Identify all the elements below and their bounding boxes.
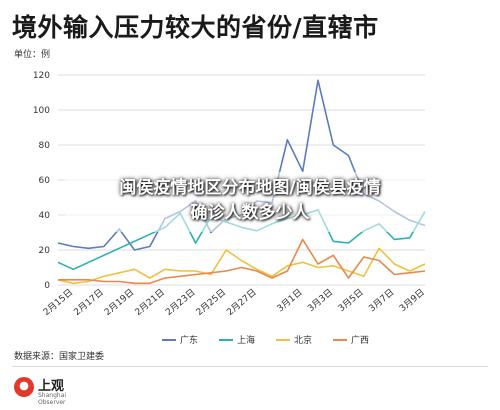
headline-text: 闽侯疫情地区分布地图/闽侯县疫情 确诊人数多少人 (65, 176, 435, 226)
legend: 广东 上海 北京 广西 (162, 334, 369, 346)
y-tick-label: 120 (33, 71, 50, 81)
x-tick-label: 3月3日 (306, 287, 336, 314)
x-tick-label: 3月1日 (275, 287, 305, 314)
y-tick-label: 80 (39, 141, 51, 151)
x-tick-label: 3月7日 (367, 287, 397, 314)
x-tick-label: 2月19日 (102, 287, 136, 318)
y-tick-label: 40 (39, 211, 51, 221)
legend-label: 上海 (237, 334, 255, 346)
x-tick-label: 3月5日 (336, 287, 366, 314)
x-tick-label: 2月27日 (225, 287, 259, 318)
headline-line-1: 闽侯疫情地区分布地图/闽侯县疫情 (119, 178, 381, 198)
x-tick-label: 3月9日 (397, 287, 427, 314)
headline-line-2: 确诊人数多少人 (190, 203, 310, 223)
y-tick-label: 100 (33, 106, 50, 116)
y-tick-label: 20 (39, 246, 51, 256)
logo-subtext: Shanghai Observer (38, 392, 67, 406)
y-tick-label: 0 (44, 281, 50, 291)
data-source: 数据来源：国家卫建委 (14, 352, 105, 362)
legend-label: 广东 (180, 334, 198, 346)
headline-overlay (65, 172, 435, 232)
x-tick-label: 2月15日 (41, 287, 75, 318)
y-axis-unit: 单位：例 (14, 50, 51, 60)
shangguan-logo: 上观 Shanghai Observer (14, 375, 94, 406)
x-tick-label: 2月21日 (133, 287, 167, 318)
x-tick-label: 2月23日 (164, 287, 198, 318)
y-tick-label: 60 (39, 176, 51, 186)
logo-text: 上观 (38, 379, 65, 394)
legend-label: 北京 (294, 334, 312, 346)
legend-label: 广西 (351, 334, 369, 346)
y-tick-labels: 0 20 40 60 80 100 120 (33, 71, 50, 291)
series-line-北京 (57, 247, 426, 285)
footer-divider (12, 366, 488, 367)
x-tick-label: 2月17日 (72, 287, 106, 318)
chart-title: 境外输入压力较大的省份/直辖市 (12, 13, 379, 42)
x-tick-label: 2月25日 (194, 287, 228, 318)
logo-mark-icon (14, 377, 34, 397)
series-line-广西 (58, 238, 426, 285)
